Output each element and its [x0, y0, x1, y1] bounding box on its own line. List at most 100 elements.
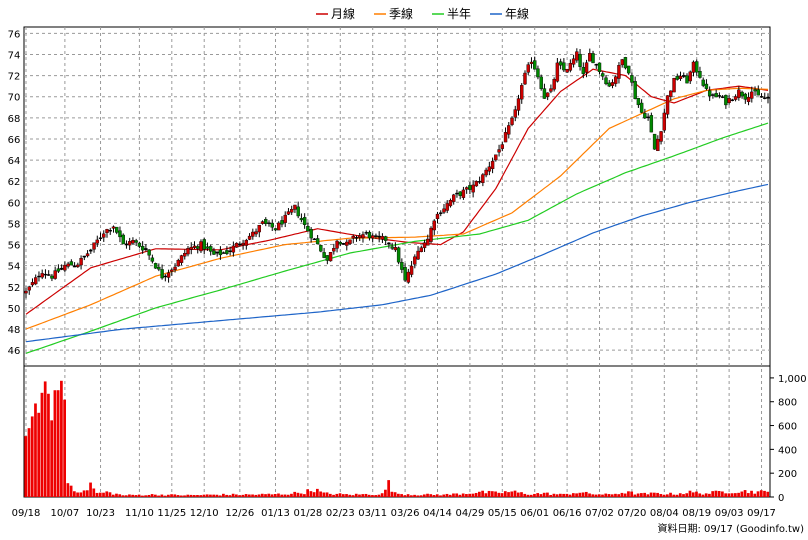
volume-bar: [733, 493, 737, 497]
volume-bar: [549, 494, 553, 497]
price-tick-label: 60: [8, 198, 21, 209]
volume-bar: [542, 492, 546, 497]
candle-body: [633, 81, 637, 99]
candle-body: [212, 250, 216, 255]
candle-body: [160, 269, 164, 279]
volume-bar: [649, 492, 653, 497]
volume-bar: [170, 494, 173, 497]
volume-bar: [484, 493, 488, 497]
candle-body: [345, 241, 349, 246]
candle-body: [221, 252, 226, 254]
date-tick-label: 07/02: [585, 508, 614, 519]
candle-body: [59, 267, 64, 270]
candle-body: [228, 250, 232, 252]
candle-body: [416, 250, 420, 260]
ma-line-3: [25, 183, 769, 343]
candle-body: [442, 208, 446, 213]
volume-bar: [290, 493, 293, 497]
candle-body: [724, 94, 728, 106]
legend: 月線 季線 半年 年線: [316, 6, 529, 21]
volume-bar: [121, 495, 125, 497]
date-tick-label: 12/26: [225, 508, 254, 519]
volume-bar: [371, 495, 374, 497]
volume-bar: [95, 492, 99, 497]
candle-body: [701, 79, 705, 86]
volume-bar: [571, 493, 575, 497]
candle-body: [76, 264, 80, 268]
candle-body: [594, 64, 598, 66]
date-tick-label: 11/25: [157, 508, 186, 519]
candle-body: [477, 181, 482, 183]
price-tick-label: 50: [8, 304, 21, 315]
volume-bar: [753, 493, 757, 497]
candle-body: [361, 234, 365, 239]
volume-bar: [277, 493, 280, 497]
candle-body: [202, 239, 206, 250]
volume-bar: [481, 490, 484, 497]
volume-bar: [597, 494, 601, 497]
volume-bar: [403, 495, 407, 497]
price-tick-label: 52: [8, 283, 21, 294]
volume-bar: [251, 494, 254, 497]
candle-body: [435, 213, 440, 220]
candle-body: [455, 192, 459, 195]
candle-body: [63, 264, 67, 271]
volume-tick-label: 1,000: [778, 374, 807, 385]
volume-bar: [568, 494, 572, 497]
volume-bar: [137, 494, 141, 497]
volume-bar: [102, 492, 105, 497]
volume-bar: [254, 494, 258, 497]
candle-body: [121, 234, 125, 245]
candle-body: [134, 240, 138, 243]
candle-body: [186, 248, 190, 255]
volume-bar: [614, 493, 617, 497]
candle-body: [432, 220, 436, 231]
volume-bar: [199, 495, 203, 497]
volume-bar: [510, 491, 514, 497]
volume-tick-label: 400: [778, 445, 797, 456]
volume-bar: [743, 490, 747, 497]
volume-bar: [338, 493, 342, 497]
volume-bar: [341, 494, 345, 497]
volume-bar: [358, 494, 361, 497]
candle-body: [393, 247, 398, 251]
candle-body: [147, 249, 151, 256]
candle-body: [199, 241, 203, 252]
candle-body: [717, 95, 722, 97]
volume-bar: [474, 492, 478, 497]
volume-bar: [487, 490, 491, 497]
volume-bar: [397, 493, 400, 497]
volume-bar: [364, 493, 368, 497]
candle-body: [215, 251, 219, 254]
candle-body: [390, 246, 394, 249]
volume-bar: [704, 493, 708, 497]
candle-body: [176, 260, 180, 267]
volume-bar: [656, 492, 659, 497]
candle-body: [669, 90, 673, 97]
candle-body: [588, 53, 592, 62]
candle-body: [341, 243, 346, 245]
candle-body: [536, 68, 540, 78]
volume-bar: [584, 491, 588, 497]
volume-bar: [520, 492, 523, 497]
volume-bar: [529, 494, 533, 497]
candle-body: [448, 200, 453, 207]
volume-bar: [503, 491, 507, 497]
volume-bar: [228, 495, 232, 497]
candle-body: [675, 75, 679, 80]
volume-bar: [43, 381, 47, 497]
candle-body: [581, 67, 586, 74]
price-tick-label: 72: [8, 72, 21, 83]
volume-bar: [124, 495, 128, 497]
volume-bar: [286, 494, 290, 497]
volume-bar: [131, 494, 135, 497]
volume-bar: [646, 494, 650, 497]
candle-body: [737, 89, 741, 98]
volume-bar: [354, 493, 358, 497]
volume-bar: [627, 491, 630, 497]
candle-body: [247, 235, 252, 240]
volume-bar: [319, 491, 322, 497]
candle-body: [695, 61, 699, 73]
candle-body: [626, 65, 631, 74]
candle-body: [319, 245, 323, 252]
